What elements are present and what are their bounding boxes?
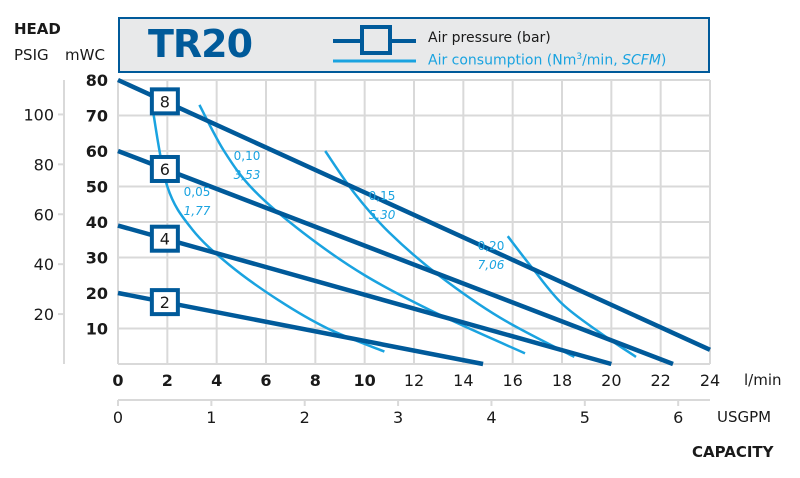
svg-text:2: 2 [160, 293, 170, 312]
svg-text:0: 0 [112, 371, 123, 390]
series-labels: 0,05 1,77 0,10 3,53 0,15 5,30 0,20 7,06 8 6 4 2 [149, 87, 505, 317]
svg-text:8: 8 [160, 92, 170, 111]
svg-text:0,20: 0,20 [478, 239, 505, 253]
grid [117, 79, 711, 365]
svg-text:18: 18 [552, 371, 572, 390]
pressure-line [117, 77, 711, 352]
svg-text:7,06: 7,06 [478, 258, 505, 272]
psig-axis: 100 80 60 40 20 [23, 80, 65, 364]
svg-text:24: 24 [700, 371, 720, 390]
mwc-label: mWC [65, 46, 105, 64]
svg-text:60: 60 [34, 205, 54, 224]
pressure-line [117, 223, 612, 367]
svg-text:6: 6 [260, 371, 271, 390]
svg-text:3: 3 [393, 408, 403, 427]
legend-pressure-icon [333, 25, 416, 55]
svg-text:2: 2 [300, 408, 310, 427]
svg-text:0,10: 0,10 [234, 149, 261, 163]
svg-text:4: 4 [486, 408, 496, 427]
svg-text:16: 16 [502, 371, 522, 390]
svg-text:0,15: 0,15 [369, 189, 396, 203]
svg-text:70: 70 [86, 107, 108, 126]
lmin-unit-label: l/min [744, 371, 782, 389]
pressure-line [117, 148, 674, 367]
capacity-label: CAPACITY [692, 443, 774, 461]
svg-text:50: 50 [86, 178, 108, 197]
svg-text:80: 80 [86, 71, 108, 90]
usgpm-axis: 0 1 2 3 4 5 6 [113, 399, 710, 427]
usgpm-unit-label: USGPM [717, 408, 772, 426]
legend-box [118, 17, 710, 73]
svg-text:30: 30 [86, 249, 108, 268]
svg-text:20: 20 [601, 371, 621, 390]
svg-text:20: 20 [34, 305, 54, 324]
svg-text:0,05: 0,05 [184, 185, 211, 199]
svg-text:12: 12 [404, 371, 424, 390]
svg-text:6: 6 [160, 160, 170, 179]
legend-pressure-label: Air pressure (bar) [428, 30, 551, 46]
svg-text:2: 2 [162, 371, 173, 390]
svg-text:0: 0 [113, 408, 123, 427]
svg-text:1: 1 [206, 408, 216, 427]
svg-text:3,53: 3,53 [234, 168, 261, 182]
svg-text:80: 80 [34, 155, 54, 174]
svg-text:60: 60 [86, 142, 108, 161]
svg-text:1,77: 1,77 [184, 204, 211, 218]
svg-text:22: 22 [650, 371, 670, 390]
chart-title: TR20 [148, 22, 253, 66]
consumption-curve [151, 108, 385, 353]
psig-label: PSIG [14, 46, 49, 64]
head-label: HEAD [14, 20, 61, 38]
svg-text:4: 4 [160, 230, 170, 249]
svg-text:14: 14 [453, 371, 473, 390]
consumption-lines [151, 104, 637, 359]
svg-text:40: 40 [34, 255, 54, 274]
consumption-curve [324, 150, 575, 359]
svg-text:10: 10 [86, 320, 108, 339]
svg-text:8: 8 [310, 371, 321, 390]
svg-text:5,30: 5,30 [369, 208, 396, 222]
svg-text:5: 5 [580, 408, 590, 427]
svg-text:10: 10 [354, 371, 376, 390]
svg-text:4: 4 [211, 371, 222, 390]
svg-text:40: 40 [86, 213, 108, 232]
svg-text:100: 100 [23, 105, 54, 124]
legend-consumption-label: Air consumption (Nm3/min, SCFM) [428, 52, 667, 69]
svg-text:20: 20 [86, 284, 108, 303]
svg-text:6: 6 [673, 408, 683, 427]
